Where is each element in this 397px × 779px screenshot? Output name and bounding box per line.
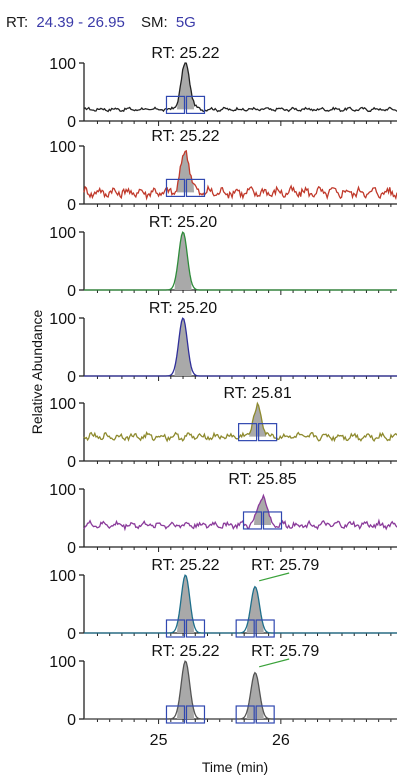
- peak-boundary-box: [165, 178, 186, 197]
- peak-boundary-box: [165, 619, 186, 638]
- peak-boundary-box: [255, 705, 275, 724]
- header-rt-label: RT:: [6, 14, 28, 31]
- panel-4: 0 100 RT: 25.20: [49, 300, 397, 386]
- peak-boundary-box: [185, 178, 206, 197]
- y-tick-label: 100: [49, 311, 76, 328]
- y-tick-label: 0: [67, 283, 76, 300]
- peak-area: [246, 586, 264, 633]
- y-tick-label: 100: [49, 568, 76, 585]
- y-tick-label: 100: [49, 56, 76, 73]
- series-line: [84, 317, 397, 377]
- panel-6: 0 100 RT: 25.85: [49, 471, 397, 557]
- peak-area: [176, 575, 195, 633]
- peak-area: [249, 403, 267, 437]
- series-line: [83, 401, 397, 443]
- peak-boundary-box: [235, 619, 255, 638]
- peak-rt-label: RT: 25.79: [251, 557, 319, 574]
- series-line: [83, 62, 397, 113]
- peak-area: [246, 672, 264, 719]
- y-tick-label: 0: [67, 197, 76, 214]
- peak-rt-label: RT: 25.79: [251, 643, 319, 660]
- panel-3: 0 100 RT: 25.20: [49, 214, 397, 300]
- peak-area: [174, 232, 192, 290]
- peak-boundary-box: [262, 511, 283, 530]
- x-axis-label: Time (min): [202, 759, 268, 775]
- peak-label-leader: [259, 572, 290, 582]
- series-line: [84, 574, 397, 634]
- y-tick-label: 0: [67, 454, 76, 471]
- y-tick-label: 0: [67, 369, 76, 386]
- peak-boundary-box: [255, 619, 275, 638]
- y-tick-label: 0: [67, 540, 76, 557]
- panel-2: 0 100 RT: 25.22: [49, 128, 397, 214]
- y-tick-label: 100: [49, 225, 76, 242]
- peak-rt-label: RT: 25.22: [151, 45, 219, 62]
- peak-rt-label: RT: 25.81: [224, 385, 292, 402]
- peak-rt-label: RT: 25.22: [151, 128, 219, 145]
- y-tick-label: 100: [49, 396, 76, 413]
- peak-area: [176, 661, 195, 719]
- y-axis-label: Relative Abundance: [29, 310, 45, 435]
- y-tick-label: 0: [67, 626, 76, 643]
- x-tick-label: 25: [150, 732, 168, 749]
- peak-rt-label: RT: 25.85: [228, 471, 296, 488]
- svg-text:RT: 24.39 - 26.95 SM:: RT: 24.39 - 26.95 SM: 5G: [6, 14, 196, 31]
- header-sm-label: SM:: [141, 14, 168, 31]
- panel-1: 0 100 RT: 25.22: [49, 45, 397, 131]
- peak-area: [174, 318, 192, 376]
- y-tick-label: 100: [49, 654, 76, 671]
- peak-area: [176, 150, 195, 193]
- peak-boundary-box: [185, 619, 206, 638]
- series-line: [84, 660, 397, 720]
- panel-7: 0 100 RT: 25.22 RT: 25.79: [49, 557, 397, 643]
- y-tick-label: 0: [67, 712, 76, 729]
- panel-5: 0 100 RT: 25.81: [49, 385, 397, 471]
- peak-rt-label: RT: 25.22: [151, 643, 219, 660]
- peak-label-leader: [259, 658, 290, 668]
- series-line: [84, 231, 397, 291]
- peak-boundary-box: [185, 95, 206, 115]
- header-rt-range: 24.39 - 26.95: [36, 14, 124, 31]
- peak-area: [176, 63, 195, 110]
- peak-area: [253, 495, 272, 525]
- peak-boundary-box: [185, 705, 206, 724]
- peak-boundary-box: [242, 511, 263, 530]
- y-tick-label: 100: [49, 482, 76, 499]
- panel-8: 0 100 RT: 25.22 RT: 25.79 25 26: [49, 643, 397, 749]
- peak-rt-label: RT: 25.22: [151, 557, 219, 574]
- peak-boundary-box: [258, 423, 278, 442]
- series-line: [83, 493, 397, 532]
- peak-boundary-box: [238, 423, 258, 442]
- header-sm-value: 5G: [176, 14, 196, 31]
- y-tick-label: 100: [49, 139, 76, 156]
- peak-boundary-box: [235, 705, 255, 724]
- peak-rt-label: RT: 25.20: [149, 214, 217, 231]
- x-tick-label: 26: [272, 732, 290, 749]
- y-tick-label: 0: [67, 114, 76, 131]
- peak-boundary-box: [165, 705, 186, 724]
- series-line: [83, 149, 397, 201]
- peak-boundary-box: [165, 95, 186, 115]
- peak-rt-label: RT: 25.20: [149, 300, 217, 317]
